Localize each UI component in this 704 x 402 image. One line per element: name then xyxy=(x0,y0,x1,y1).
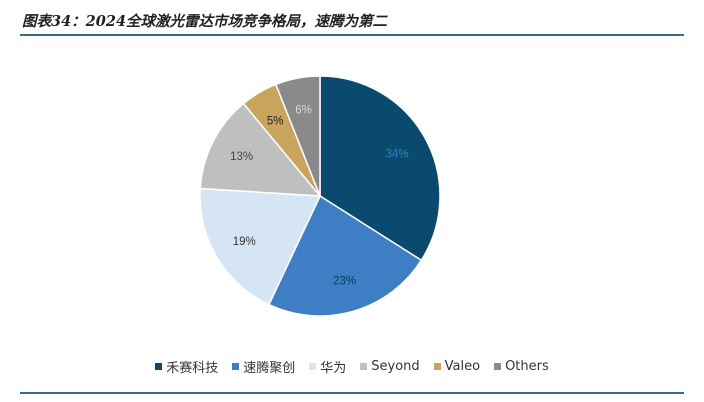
legend-swatch-5 xyxy=(494,363,502,370)
legend-label-0: 禾赛科技 xyxy=(166,361,219,376)
legend-item-5: Others xyxy=(494,359,549,374)
chart-area: 34% 23% 19% 13% 5% 6% xyxy=(0,40,704,380)
legend-swatch-1 xyxy=(232,363,240,370)
legend-swatch-4 xyxy=(433,363,441,370)
legend-item-1: 速腾聚创 xyxy=(232,357,295,376)
chart-legend: 禾赛科技 速腾聚创 华为 Seyond Valeo Others xyxy=(0,357,704,376)
legend-item-0: 禾赛科技 xyxy=(155,357,218,376)
pie-value-label-4: 5% xyxy=(267,115,284,127)
pie-slice-1 xyxy=(267,194,423,317)
pie-value-label-3: 13% xyxy=(230,151,253,163)
pie-value-label-2: 19% xyxy=(233,236,256,248)
legend-swatch-3 xyxy=(360,363,368,370)
legend-item-4: Valeo xyxy=(433,359,481,374)
legend-label-1: 速腾聚创 xyxy=(243,361,296,376)
footer-divider xyxy=(20,392,684,394)
pie-value-label-5: 6% xyxy=(295,105,312,117)
chart-title: 图表34：2024全球激光雷达市场竞争格局，速腾为第二 xyxy=(22,13,388,30)
legend-swatch-2 xyxy=(309,363,317,370)
legend-swatch-0 xyxy=(155,363,163,370)
pie-chart: 34% 23% 19% 13% 5% 6% xyxy=(199,75,441,317)
legend-item-3: Seyond xyxy=(360,359,420,374)
pie-slice-3 xyxy=(199,102,322,197)
legend-label-5: Others xyxy=(505,359,549,374)
pie-slice-2 xyxy=(199,187,322,306)
legend-label-3: Seyond xyxy=(371,359,420,374)
pie-slice-5 xyxy=(274,75,321,197)
chart-header: 图表34：2024全球激光雷达市场竞争格局，速腾为第二 xyxy=(20,6,684,36)
pie-value-label-1: 23% xyxy=(333,276,356,288)
legend-item-2: 华为 xyxy=(309,357,346,376)
pie-value-label-0: 34% xyxy=(386,149,409,161)
legend-label-4: Valeo xyxy=(444,359,481,374)
legend-label-2: 华为 xyxy=(320,361,347,376)
